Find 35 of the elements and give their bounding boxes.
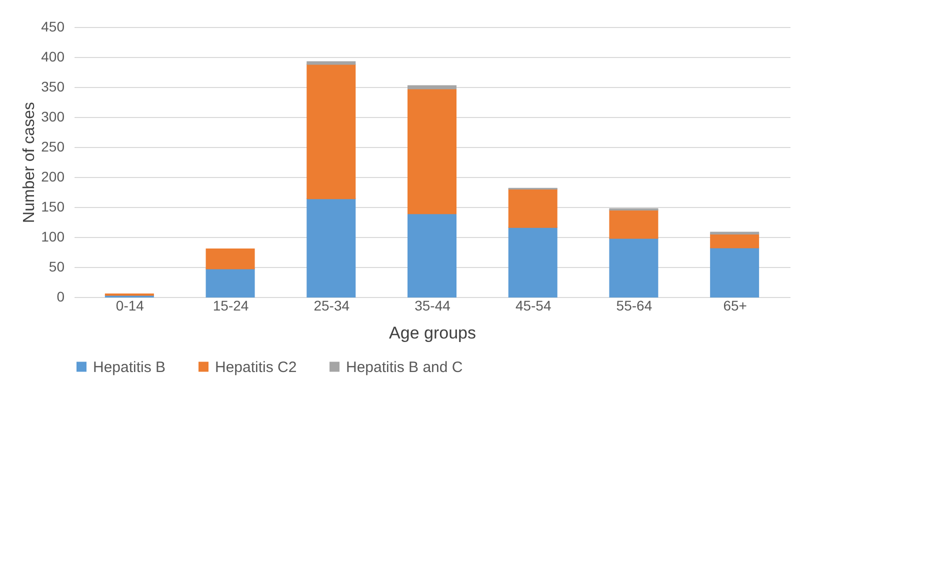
x-tick-label: 45-54 [515, 298, 552, 314]
bar [609, 238, 658, 298]
x-axis-title: Age groups [389, 324, 476, 342]
bar [306, 198, 356, 298]
bar [408, 213, 456, 298]
bar [206, 248, 255, 270]
legend-label: Hepatitis C2 [215, 358, 297, 376]
x-tick-label: 35-44 [414, 298, 451, 314]
legend-label: Hepatitis B [93, 358, 166, 376]
bar [408, 85, 456, 90]
y-tick-label: 250 [41, 138, 65, 154]
bar [609, 210, 658, 239]
x-tick-label: 0-14 [116, 298, 144, 314]
x-tick-label: 65+ [723, 298, 747, 314]
y-tick-label: 350 [41, 78, 65, 94]
bar [710, 234, 760, 248]
bar [508, 188, 558, 228]
y-axis-title: Number of cases [21, 102, 38, 223]
y-tick-label: 150 [41, 198, 65, 214]
x-tick-label: 55-64 [616, 298, 652, 314]
y-tick-label: 300 [41, 108, 65, 124]
y-tick-label: 200 [41, 168, 65, 184]
legend-label: Hepatitis B and C [346, 358, 463, 376]
bar [306, 64, 356, 200]
y-tick-label: 100 [41, 228, 65, 244]
y-tick-label: 400 [41, 48, 65, 64]
bar [710, 247, 760, 298]
bar [508, 226, 558, 298]
x-tick-label: 25-34 [314, 298, 350, 314]
y-tick-label: 450 [41, 18, 65, 34]
y-tick-label: 50 [48, 258, 65, 274]
bar [408, 88, 456, 214]
x-tick-label: 15-24 [212, 298, 249, 314]
y-tick-label: 0 [56, 288, 65, 304]
bar [206, 268, 255, 298]
